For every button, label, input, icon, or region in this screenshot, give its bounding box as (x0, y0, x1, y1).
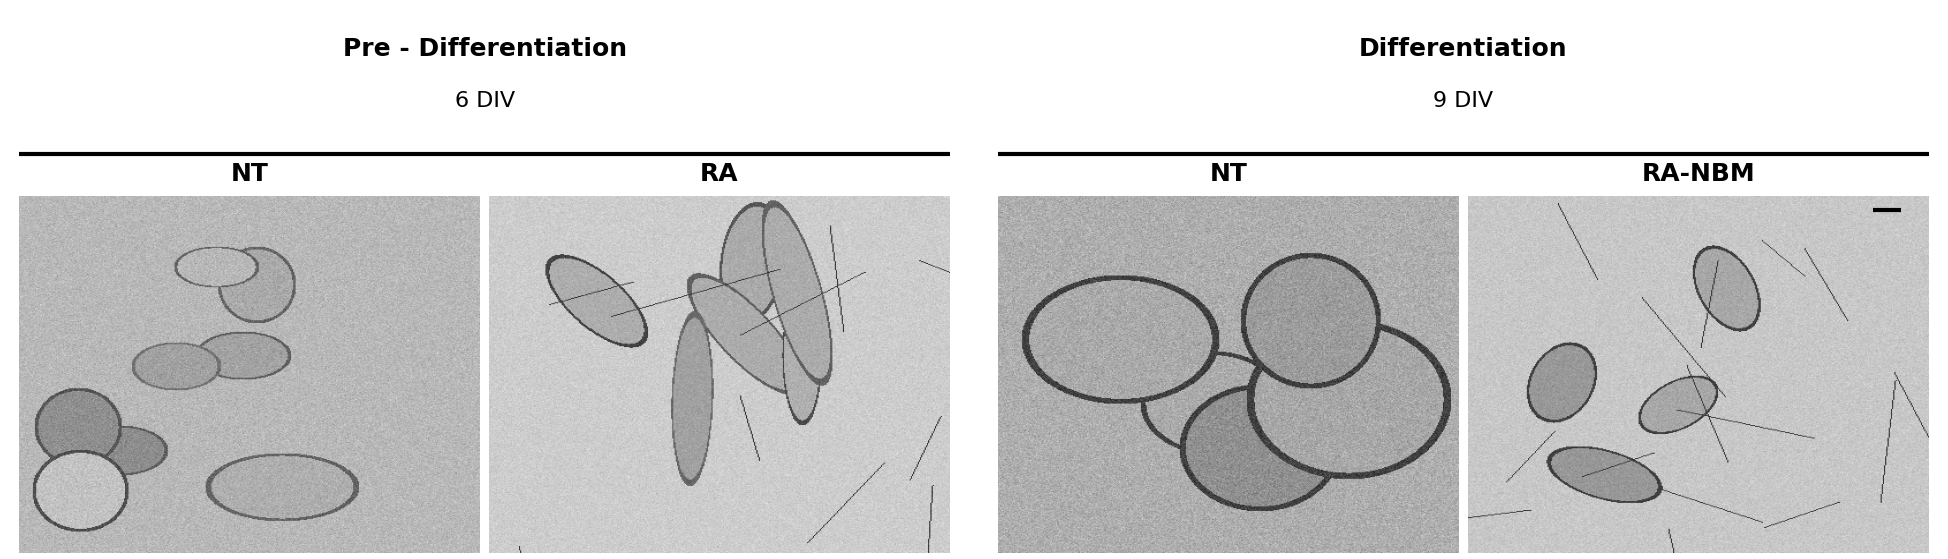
Text: 6 DIV: 6 DIV (454, 91, 514, 111)
Text: RA-NBM: RA-NBM (1642, 162, 1755, 186)
Text: Pre - Differentiation: Pre - Differentiation (343, 37, 627, 61)
Text: NT: NT (230, 162, 269, 186)
Text: RA: RA (699, 162, 738, 186)
Text: NT: NT (1210, 162, 1247, 186)
Text: Differentiation: Differentiation (1360, 37, 1568, 61)
Text: 9 DIV: 9 DIV (1434, 91, 1494, 111)
